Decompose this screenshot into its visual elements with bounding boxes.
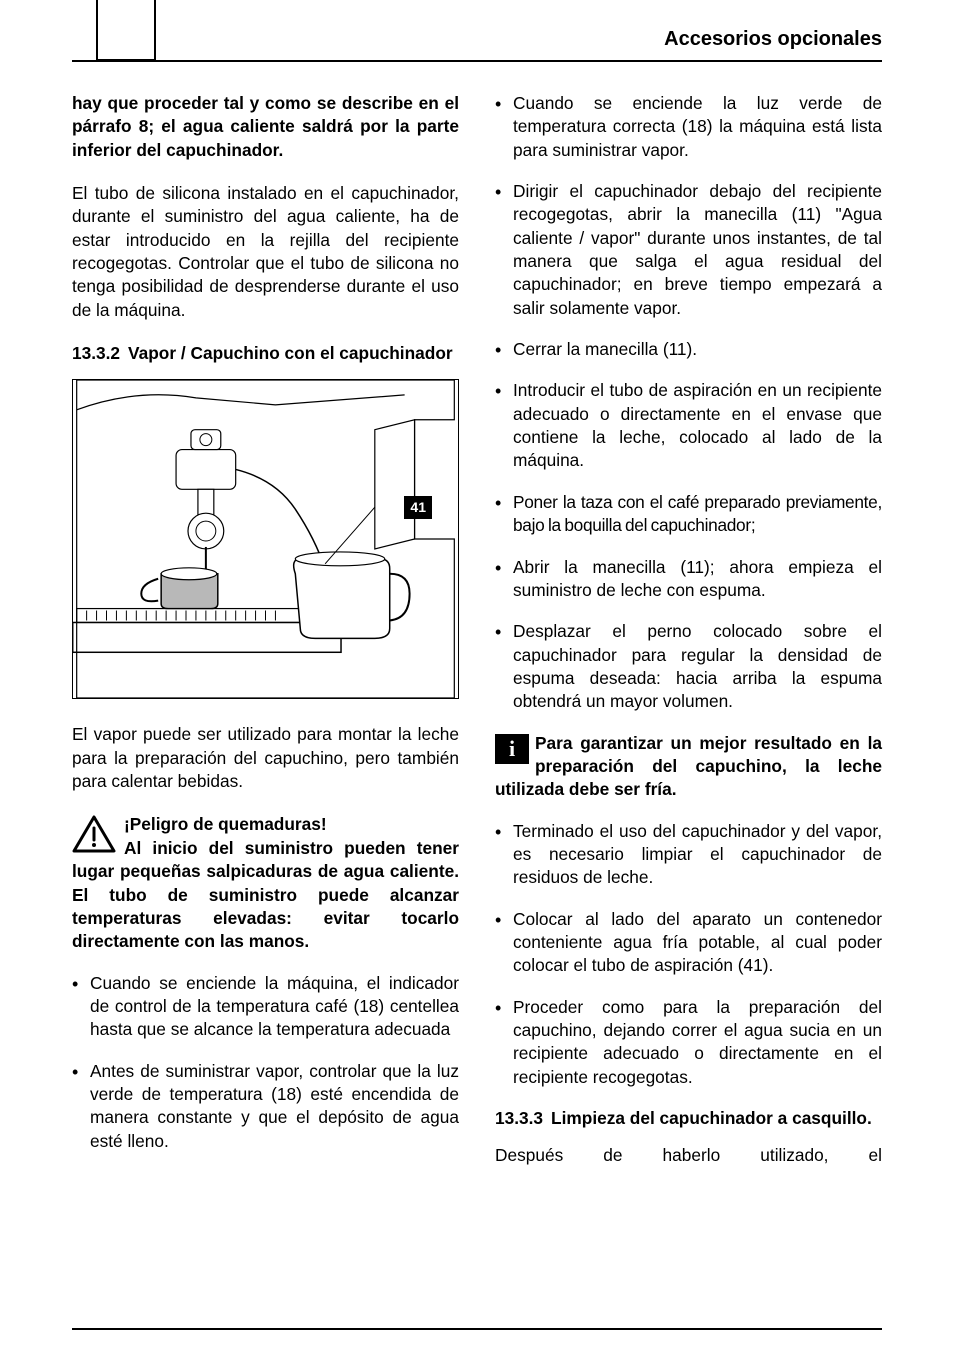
heading-text: Limpieza del capuchinador a casquillo. xyxy=(551,1107,872,1130)
list-item: Abrir la manecilla (11); ahora empieza e… xyxy=(495,556,882,603)
list-item: Cuando se enciende la luz verde de tempe… xyxy=(495,92,882,162)
info-text: Para garantizar un mejor resultado en la… xyxy=(495,733,882,800)
list-item: Antes de suministrar vapor, controlar qu… xyxy=(72,1060,459,1153)
figure-41: 41 xyxy=(72,379,459,699)
info-box: i Para garantizar un mejor resultado en … xyxy=(495,732,882,802)
list-item-text: Poner la taza con el café preparado prev… xyxy=(513,492,882,535)
info-icon: i xyxy=(495,734,529,764)
list-item: Colocar al lado del aparato un contenedo… xyxy=(495,908,882,978)
right-bullet-list-1: Cuando se enciende la luz verde de tempe… xyxy=(495,92,882,714)
silicone-tube-paragraph: El tubo de silicona instalado en el capu… xyxy=(72,182,459,322)
footer-rule xyxy=(72,1328,882,1330)
intro-bold-paragraph: hay que proceder tal y como se describe … xyxy=(72,92,459,162)
steam-usage-paragraph: El vapor puede ser utilizado para montar… xyxy=(72,723,459,793)
warning-body: Al inicio del suministro pueden tener lu… xyxy=(72,838,459,951)
content-columns: hay que proceder tal y como se describe … xyxy=(72,92,882,1171)
list-item: Cuando se enciende la máquina, el indica… xyxy=(72,972,459,1042)
heading-number: 13.3.2 xyxy=(72,342,120,365)
warning-icon xyxy=(72,815,116,853)
right-column: Cuando se enciende la luz verde de tempe… xyxy=(495,92,882,1171)
header-tab-marker xyxy=(96,0,156,61)
header-bar: Accesorios opcionales xyxy=(72,14,882,62)
list-item: Proceder como para la preparación del ca… xyxy=(495,996,882,1089)
left-column: hay que proceder tal y como se describe … xyxy=(72,92,459,1171)
list-item: Terminado el uso del capuchinador y del … xyxy=(495,820,882,890)
list-item: Cerrar la manecilla (11). xyxy=(495,338,882,361)
header-title: Accesorios opcionales xyxy=(664,28,882,51)
trailing-paragraph: Después de haberlo utilizado, el xyxy=(495,1144,882,1167)
heading-13-3-2: 13.3.2 Vapor / Capuchino con el capuchin… xyxy=(72,342,459,365)
list-item: Poner la taza con el café preparado prev… xyxy=(495,491,882,538)
list-item: Desplazar el perno colocado sobre el cap… xyxy=(495,620,882,713)
figure-label-41: 41 xyxy=(404,496,432,519)
left-bullet-list: Cuando se enciende la máquina, el indica… xyxy=(72,972,459,1153)
right-bullet-list-2: Terminado el uso del capuchinador y del … xyxy=(495,820,882,1089)
page-frame: Accesorios opcionales hay que proceder t… xyxy=(72,14,882,1314)
heading-number: 13.3.3 xyxy=(495,1107,543,1130)
heading-text: Vapor / Capuchino con el capuchinador xyxy=(128,342,453,365)
warning-box: ¡Peligro de quemaduras! Al inicio del su… xyxy=(72,813,459,953)
figure-illustration xyxy=(73,380,458,698)
warning-title: ¡Peligro de quemaduras! xyxy=(124,814,327,834)
heading-13-3-3: 13.3.3 Limpieza del capuchinador a casqu… xyxy=(495,1107,882,1130)
list-item: Introducir el tubo de aspiración en un r… xyxy=(495,379,882,472)
list-item: Dirigir el capuchinador debajo del recip… xyxy=(495,180,882,320)
